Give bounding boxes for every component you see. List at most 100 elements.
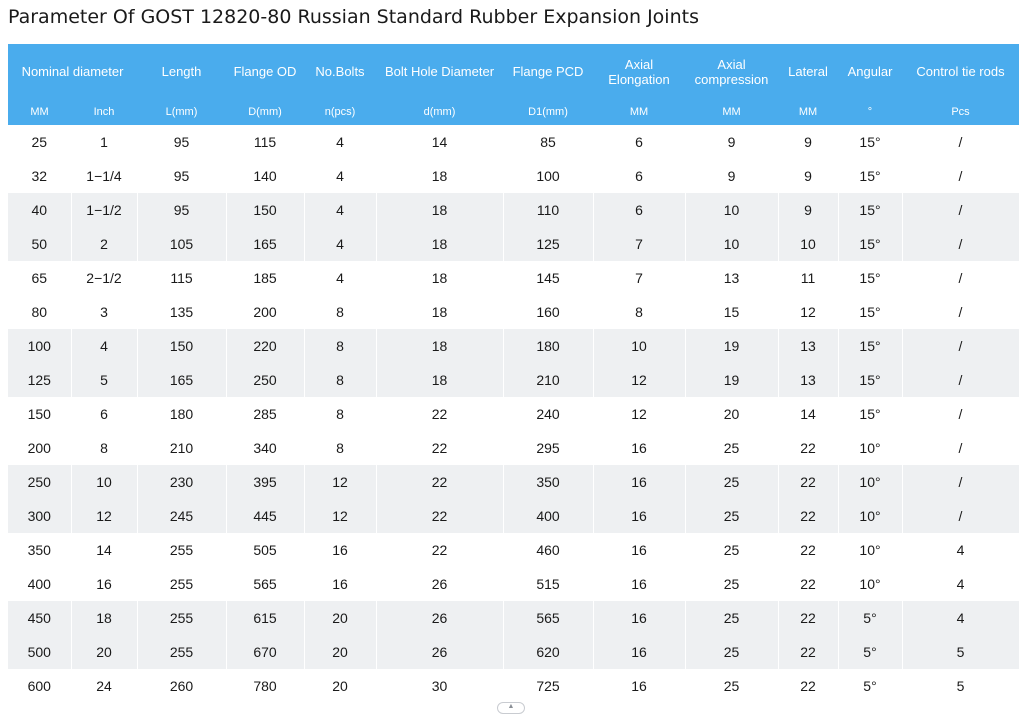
- cell-flange-od: 505: [226, 533, 305, 567]
- table-row: 40 1−1/2 95 150 4 18 110 6 10 9 15° /: [8, 193, 1020, 227]
- cell-inch: 8: [71, 431, 138, 465]
- cell-lateral: 22: [778, 635, 839, 669]
- cell-bolt-hole: 18: [376, 363, 504, 397]
- cell-angular: 15°: [838, 261, 903, 295]
- cell-inch: 24: [71, 669, 138, 703]
- col-header-length: Length: [137, 44, 226, 99]
- cell-axial-compression: 10: [685, 193, 779, 227]
- cell-inch: 1: [71, 125, 138, 159]
- cell-bolts: 4: [304, 159, 377, 193]
- cell-flange-od: 670: [226, 635, 305, 669]
- cell-inch: 12: [71, 499, 138, 533]
- unit-header: n(pcs): [304, 99, 376, 125]
- cell-lateral: 13: [778, 363, 839, 397]
- unit-header: D(mm): [226, 99, 304, 125]
- cell-angular: 15°: [838, 193, 903, 227]
- cell-tie-rods: /: [902, 465, 1020, 499]
- cell-flange-pcd: 295: [503, 431, 594, 465]
- unit-header: MM: [685, 99, 778, 125]
- cell-bolt-hole: 22: [376, 397, 504, 431]
- cell-bolt-hole: 26: [376, 601, 504, 635]
- cell-bolts: 8: [304, 329, 377, 363]
- cell-axial-compression: 25: [685, 499, 779, 533]
- cell-bolts: 20: [304, 601, 377, 635]
- cell-flange-od: 395: [226, 465, 305, 499]
- cell-angular: 15°: [838, 295, 903, 329]
- cell-inch: 3: [71, 295, 138, 329]
- table-unit-row: MM Inch L(mm) D(mm) n(pcs) d(mm) D1(mm) …: [8, 99, 1019, 125]
- cell-inch: 4: [71, 329, 138, 363]
- cell-bolt-hole: 26: [376, 635, 504, 669]
- cell-tie-rods: 4: [902, 567, 1020, 601]
- cell-length: 255: [137, 533, 227, 567]
- cell-angular: 15°: [838, 363, 903, 397]
- table-row: 65 2−1/2 115 185 4 18 145 7 13 11 15° /: [8, 261, 1020, 295]
- cell-mm: 300: [8, 499, 72, 533]
- cell-axial-compression: 25: [685, 567, 779, 601]
- cell-angular: 10°: [838, 465, 903, 499]
- cell-mm: 400: [8, 567, 72, 601]
- table-row: 250 10 230 395 12 22 350 16 25 22 10° /: [8, 465, 1020, 499]
- cell-lateral: 9: [778, 125, 839, 159]
- cell-bolts: 4: [304, 193, 377, 227]
- table-row: 400 16 255 565 16 26 515 16 25 22 10° 4: [8, 567, 1020, 601]
- cell-axial-compression: 19: [685, 363, 779, 397]
- cell-inch: 20: [71, 635, 138, 669]
- table-row: 300 12 245 445 12 22 400 16 25 22 10° /: [8, 499, 1020, 533]
- table-header-row: Nominal diameter Length Flange OD No.Bol…: [8, 44, 1019, 99]
- cell-bolts: 4: [304, 261, 377, 295]
- cell-flange-od: 115: [226, 125, 305, 159]
- cell-axial-elongation: 12: [593, 397, 686, 431]
- cell-lateral: 14: [778, 397, 839, 431]
- cell-bolt-hole: 18: [376, 261, 504, 295]
- cell-flange-pcd: 400: [503, 499, 594, 533]
- spec-table: Nominal diameter Length Flange OD No.Bol…: [8, 44, 1020, 703]
- cell-bolts: 20: [304, 669, 377, 703]
- table-row: 100 4 150 220 8 18 180 10 19 13 15° /: [8, 329, 1020, 363]
- scroll-up-button[interactable]: ▲: [497, 702, 525, 714]
- cell-lateral: 12: [778, 295, 839, 329]
- cell-angular: 15°: [838, 159, 903, 193]
- cell-mm: 350: [8, 533, 72, 567]
- table-row: 32 1−1/4 95 140 4 18 100 6 9 9 15° /: [8, 159, 1020, 193]
- unit-header: MM: [8, 99, 71, 125]
- cell-tie-rods: /: [902, 227, 1020, 261]
- unit-header: d(mm): [376, 99, 503, 125]
- cell-length: 95: [137, 125, 227, 159]
- unit-header: Inch: [71, 99, 137, 125]
- cell-angular: 15°: [838, 329, 903, 363]
- cell-lateral: 9: [778, 159, 839, 193]
- cell-flange-pcd: 725: [503, 669, 594, 703]
- cell-bolts: 8: [304, 295, 377, 329]
- cell-tie-rods: /: [902, 499, 1020, 533]
- cell-axial-compression: 19: [685, 329, 779, 363]
- cell-angular: 15°: [838, 125, 903, 159]
- cell-axial-compression: 10: [685, 227, 779, 261]
- cell-axial-compression: 20: [685, 397, 779, 431]
- chevron-up-icon: ▲: [507, 703, 515, 710]
- cell-flange-pcd: 565: [503, 601, 594, 635]
- table-row: 200 8 210 340 8 22 295 16 25 22 10° /: [8, 431, 1020, 465]
- col-header-flange-pcd: Flange PCD: [503, 44, 593, 99]
- cell-flange-od: 250: [226, 363, 305, 397]
- cell-flange-od: 185: [226, 261, 305, 295]
- cell-flange-pcd: 145: [503, 261, 594, 295]
- cell-bolts: 8: [304, 397, 377, 431]
- cell-bolt-hole: 30: [376, 669, 504, 703]
- cell-length: 255: [137, 567, 227, 601]
- cell-lateral: 22: [778, 465, 839, 499]
- cell-bolt-hole: 22: [376, 465, 504, 499]
- cell-length: 150: [137, 329, 227, 363]
- cell-angular: 15°: [838, 227, 903, 261]
- unit-header: °: [838, 99, 902, 125]
- cell-tie-rods: 4: [902, 601, 1020, 635]
- cell-bolts: 16: [304, 533, 377, 567]
- cell-length: 180: [137, 397, 227, 431]
- cell-length: 115: [137, 261, 227, 295]
- cell-bolt-hole: 18: [376, 295, 504, 329]
- col-header-control-tie-rods: Control tie rods: [902, 44, 1019, 99]
- cell-flange-pcd: 125: [503, 227, 594, 261]
- cell-axial-elongation: 6: [593, 125, 686, 159]
- cell-flange-od: 140: [226, 159, 305, 193]
- cell-bolts: 20: [304, 635, 377, 669]
